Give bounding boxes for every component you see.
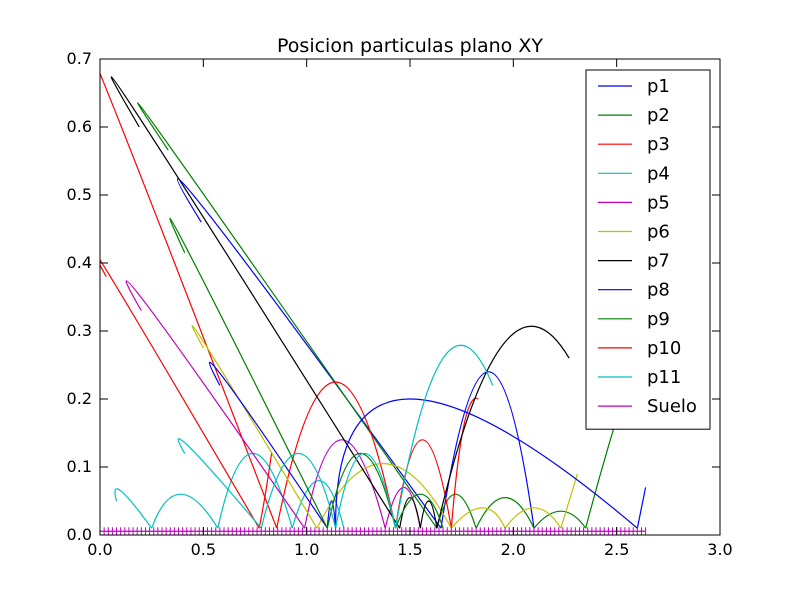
series-p6-segment-1 (191, 324, 318, 529)
y-tick-label: 0.1 (67, 457, 92, 476)
series-p7-segment-1 (110, 76, 401, 529)
series-p8-segment-3 (334, 398, 638, 529)
series-p6 (191, 324, 578, 529)
legend-label-p8: p8 (647, 280, 670, 301)
series-p8 (208, 361, 647, 529)
axes: 0.0 0.5 1.0 1.5 2.0 2.5 3.0 0.0 0.1 0.2 0.3 0.4 0.5 0… (67, 49, 733, 559)
series-p2-segment-3 (475, 497, 535, 529)
series-p10-segment-1 (100, 258, 260, 529)
legend-label-p3: p3 (647, 134, 670, 155)
legend-label-Suelo: Suelo (647, 396, 697, 417)
legend-label-p10: p10 (647, 338, 681, 359)
series-p3-segment-1 (100, 71, 278, 529)
series-p11-segment-2 (260, 452, 337, 529)
y-tick-label: 0.5 (67, 185, 92, 204)
series-p11-segment-3 (335, 453, 397, 529)
legend-label-p1: p1 (647, 76, 670, 97)
series-p9 (169, 217, 444, 529)
y-tick-label: 0.0 (67, 525, 92, 544)
series-p11-segment-4 (394, 344, 494, 529)
series-p2-segment-2 (436, 493, 477, 529)
x-tick-label: 0.5 (191, 540, 216, 559)
series-p6-segment-2 (316, 463, 452, 529)
x-tick-label: 2.0 (501, 540, 526, 559)
series-p9-segment-2 (326, 452, 397, 529)
x-tick-label: 3.0 (707, 540, 732, 559)
series-p7 (110, 76, 570, 529)
series-p4-segment-1 (114, 488, 153, 529)
series-p3-segment-2 (276, 381, 397, 529)
series-p10 (100, 258, 273, 529)
series-p8-segment-4 (636, 487, 647, 529)
chart-title: Posicion particulas plano XY (277, 35, 543, 57)
y-tick-label: 0.3 (67, 321, 92, 340)
series-Suelo (100, 527, 647, 535)
y-tick-label: 0.4 (67, 253, 92, 272)
x-tick-label: 0.0 (87, 540, 112, 559)
x-tick-label: 1.5 (397, 540, 422, 559)
x-tick-label: 2.5 (604, 540, 629, 559)
legend-label-p2: p2 (647, 105, 670, 126)
series-p8-segment-2 (326, 500, 337, 529)
legend-label-p7: p7 (647, 251, 670, 272)
legend-label-p4: p4 (647, 163, 670, 184)
legend-label-p11: p11 (647, 367, 681, 388)
series-p7-segment-4 (436, 325, 570, 529)
series-p1-segment-2 (440, 371, 535, 529)
series-p11 (177, 344, 494, 529)
series-p7-segment-3 (419, 500, 438, 529)
legend-label-p9: p9 (647, 309, 670, 330)
series-p8-segment-1 (208, 361, 328, 529)
series-p6-segment-3 (450, 507, 506, 529)
series-p9-segment-1 (169, 217, 328, 529)
series-p5-segment-2 (304, 439, 386, 529)
series-p11-segment-1 (177, 438, 262, 529)
legend: p1 p2 p3 p4 p5 p6 p7 p8 p9 p10 p11 Suelo (585, 69, 711, 430)
series-p2-segment-4 (533, 510, 587, 529)
legend-label-p5: p5 (647, 192, 670, 213)
y-tick-label: 0.6 (67, 117, 92, 136)
series-p4-segment-4 (291, 480, 345, 529)
series-p5-segment-1 (125, 280, 306, 529)
series-p7-segment-2 (399, 497, 421, 529)
series-p10-segment-2 (258, 453, 273, 529)
series-p6-segment-4 (504, 507, 562, 529)
legend-box (585, 69, 711, 430)
y-tick-label: 0.7 (67, 49, 92, 68)
legend-label-p6: p6 (647, 222, 670, 243)
x-tick-label: 1.0 (294, 540, 319, 559)
series-p9-segment-3 (394, 493, 444, 529)
y-tick-label: 0.2 (67, 389, 92, 408)
series-p4-segment-2 (151, 493, 219, 529)
plot-area (100, 71, 647, 535)
